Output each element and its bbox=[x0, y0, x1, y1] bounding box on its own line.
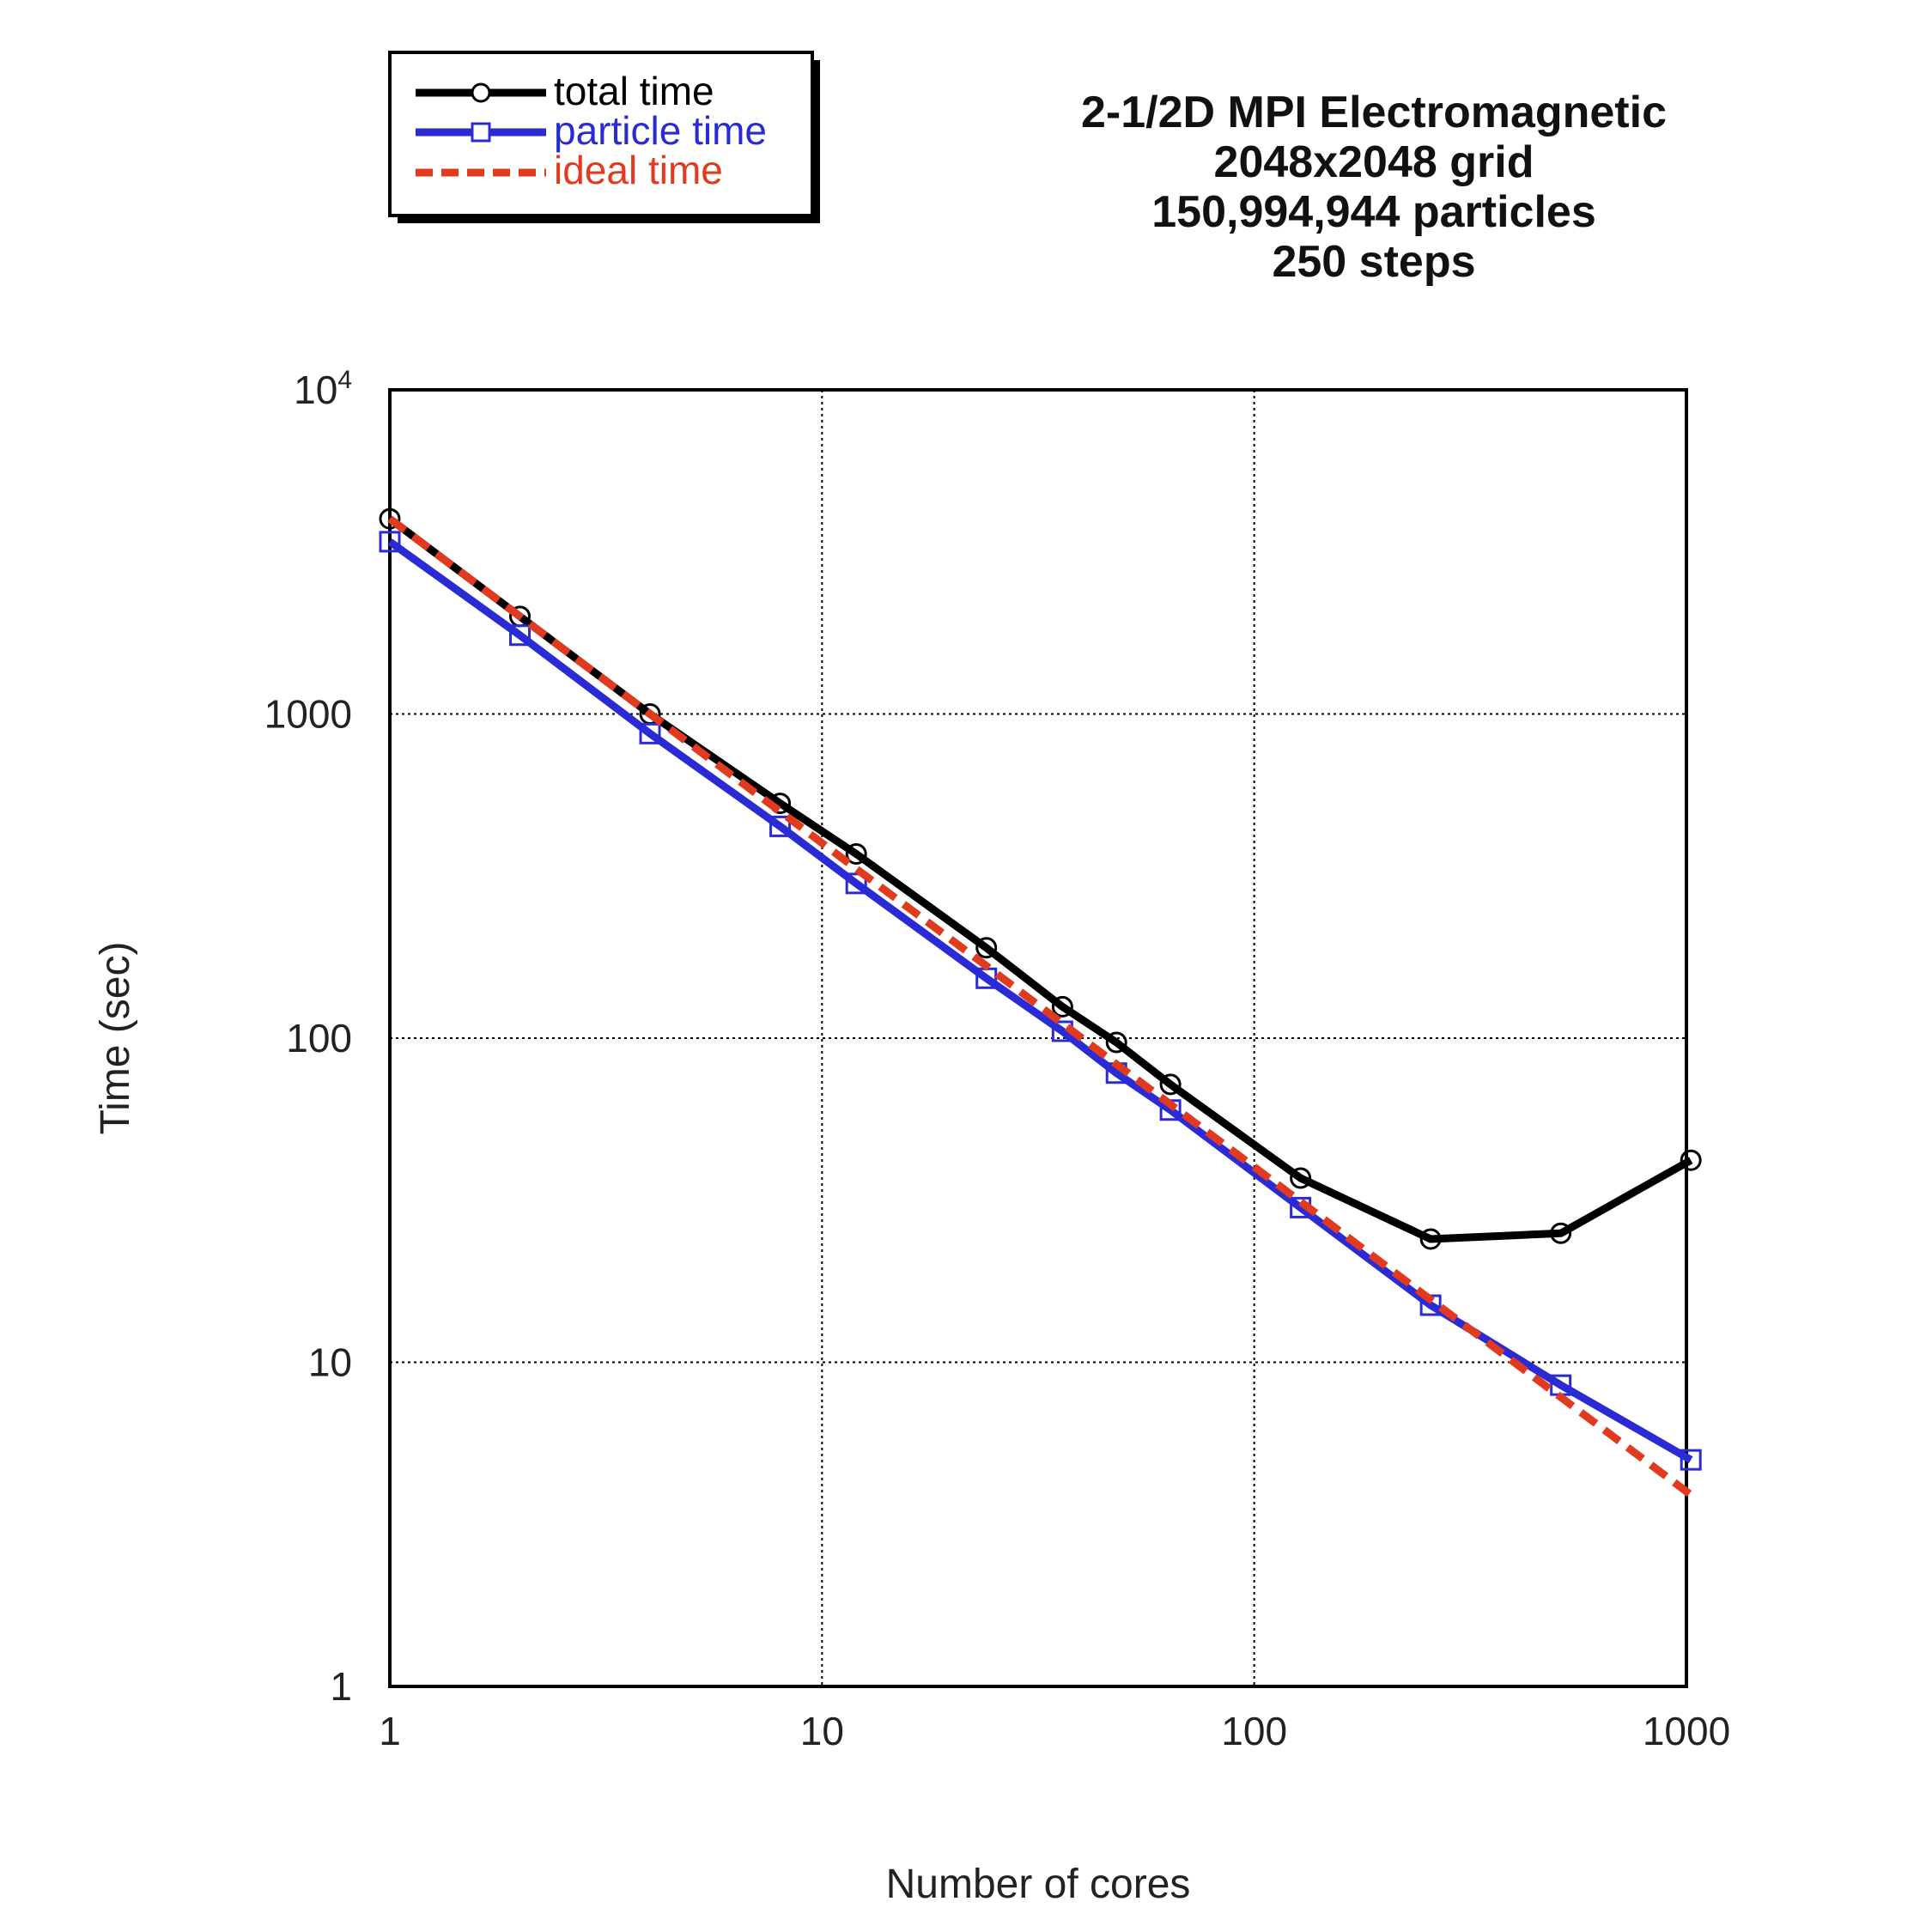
legend-marker-circle-icon bbox=[471, 82, 491, 103]
x-tick-label: 1 bbox=[379, 1709, 401, 1753]
title-line-2: 2048x2048 grid bbox=[1214, 137, 1534, 187]
data-point bbox=[639, 722, 661, 744]
data-point bbox=[1680, 1449, 1702, 1471]
y-tick-label: 104 bbox=[294, 366, 352, 412]
x-tick-label: 100 bbox=[1221, 1709, 1287, 1753]
y-tick-label: 10 bbox=[308, 1340, 352, 1385]
series bbox=[379, 507, 1702, 1498]
y-tick-label: 1000 bbox=[264, 692, 352, 737]
plot-frame bbox=[388, 388, 1688, 1688]
x-tick-label: 10 bbox=[800, 1709, 844, 1753]
series-total-time bbox=[379, 507, 1702, 1250]
series-particle-time bbox=[379, 531, 1702, 1471]
data-point bbox=[1051, 995, 1073, 1018]
legend-entry-particle-time: particle time bbox=[416, 108, 767, 153]
data-point bbox=[1680, 1149, 1702, 1171]
grid bbox=[390, 390, 1686, 1686]
legend-label-total-time: total time bbox=[554, 69, 714, 113]
data-point bbox=[1159, 1073, 1182, 1096]
data-point bbox=[769, 815, 792, 837]
title-line-4: 250 steps bbox=[1272, 237, 1475, 287]
legend-label-particle-time: particle time bbox=[554, 108, 767, 153]
title-line-3: 150,994,944 particles bbox=[1151, 187, 1596, 237]
legend-entry-ideal-time: ideal time bbox=[416, 148, 723, 192]
data-point bbox=[1290, 1167, 1312, 1189]
legend-label-ideal-time: ideal time bbox=[554, 148, 723, 192]
chart-title: 2-1/2D MPI Electromagnetic 2048x2048 gri… bbox=[1081, 88, 1667, 287]
data-point bbox=[1105, 1031, 1127, 1054]
legend: total time particle time ideal time bbox=[388, 51, 820, 223]
data-point bbox=[975, 937, 998, 959]
data-point bbox=[845, 843, 867, 866]
y-axis-ticks: 1 10 100 1000 104 bbox=[264, 366, 352, 1709]
data-point bbox=[509, 624, 532, 647]
series-line-particle-time bbox=[387, 538, 1693, 1464]
data-point bbox=[1419, 1228, 1442, 1250]
y-axis-label: Time (sec) bbox=[93, 942, 138, 1135]
legend-marker-square-icon bbox=[471, 122, 491, 143]
legend-entry-total-time: total time bbox=[416, 69, 714, 113]
data-point bbox=[1550, 1222, 1572, 1244]
series-line-ideal-time bbox=[387, 515, 1693, 1498]
x-axis-ticks: 1 10 100 1000 bbox=[379, 1709, 1730, 1753]
data-point bbox=[379, 507, 401, 530]
x-tick-label: 1000 bbox=[1643, 1709, 1730, 1753]
x-axis-label: Number of cores bbox=[886, 1862, 1191, 1907]
y-tick-label: 1 bbox=[330, 1664, 352, 1709]
data-point bbox=[379, 531, 401, 553]
title-line-1: 2-1/2D MPI Electromagnetic bbox=[1081, 88, 1667, 137]
series-ideal-time bbox=[387, 515, 1693, 1498]
y-tick-label: 100 bbox=[286, 1016, 352, 1060]
series-line-total-time bbox=[387, 515, 1693, 1243]
data-point bbox=[845, 872, 867, 895]
